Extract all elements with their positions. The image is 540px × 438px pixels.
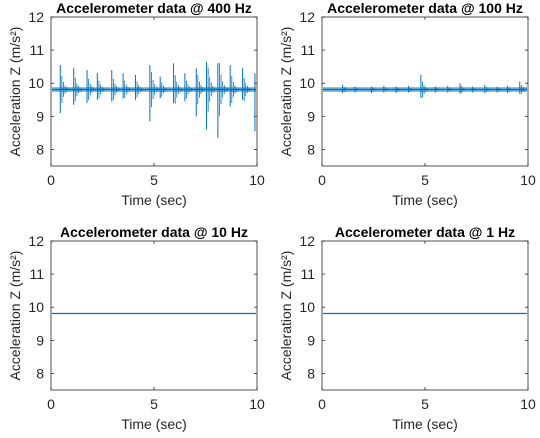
x-tick-label: 5 bbox=[150, 396, 158, 412]
y-tick-label: 8 bbox=[36, 141, 44, 157]
x-tick-label: 10 bbox=[249, 396, 265, 412]
y-tick-label: 12 bbox=[28, 233, 44, 249]
x-tick-label: 10 bbox=[520, 172, 536, 188]
y-tick-label: 12 bbox=[299, 9, 315, 25]
x-tick-label: 5 bbox=[150, 172, 158, 188]
series-noise-band bbox=[52, 87, 256, 92]
y-axis-label: Acceleration Z (m/s²) bbox=[7, 27, 23, 157]
chart-panel-1: 8 9 10 11 12 0 5 10 Accelerometer data @ 400 Hz T… bbox=[7, 0, 265, 208]
chart-title: Accelerometer data @ 100 Hz bbox=[327, 0, 523, 16]
x-axis-label: Time (sec) bbox=[392, 192, 458, 208]
y-tick-label: 10 bbox=[299, 75, 315, 91]
x-tick-label: 5 bbox=[421, 172, 429, 188]
y-tick-label: 8 bbox=[36, 365, 44, 381]
y-tick-label: 11 bbox=[29, 42, 44, 58]
x-axis-label: Time (sec) bbox=[392, 416, 458, 432]
y-tick-label: 12 bbox=[28, 9, 44, 25]
x-axis-label: Time (sec) bbox=[121, 416, 187, 432]
y-tick-label: 11 bbox=[300, 266, 315, 282]
y-tick-label: 9 bbox=[36, 108, 44, 124]
y-tick-label: 10 bbox=[299, 299, 315, 315]
plot-area bbox=[321, 240, 529, 391]
y-tick-label: 10 bbox=[28, 299, 44, 315]
y-axis-label: Acceleration Z (m/s²) bbox=[7, 251, 23, 381]
x-tick-label: 5 bbox=[421, 396, 429, 412]
y-tick-label: 12 bbox=[299, 233, 315, 249]
series-noise-band bbox=[323, 87, 527, 92]
chart-panel-4: 8 9 10 11 12 0 5 10 Accelerometer data @ 1 Hz Tim… bbox=[278, 224, 536, 432]
x-tick-label: 0 bbox=[318, 172, 326, 188]
x-tick-label: 0 bbox=[47, 396, 55, 412]
y-tick-label: 9 bbox=[36, 332, 44, 348]
chart-title: Accelerometer data @ 10 Hz bbox=[60, 224, 248, 240]
chart-title: Accelerometer data @ 1 Hz bbox=[335, 224, 515, 240]
y-tick-label: 10 bbox=[28, 75, 44, 91]
chart-panel-3: 8 9 10 11 12 0 5 10 Accelerometer data @ 10 Hz Ti… bbox=[7, 224, 265, 432]
y-tick-label: 11 bbox=[300, 42, 315, 58]
plot-area bbox=[50, 240, 258, 391]
y-tick-label: 8 bbox=[307, 365, 315, 381]
x-axis-label: Time (sec) bbox=[121, 192, 187, 208]
y-axis-label: Acceleration Z (m/s²) bbox=[278, 251, 294, 381]
x-tick-label: 0 bbox=[318, 396, 326, 412]
y-tick-label: 9 bbox=[307, 108, 315, 124]
y-tick-label: 8 bbox=[307, 141, 315, 157]
chart-panel-2: 8 9 10 11 12 0 5 10 Accelerometer data @ 100 Hz T… bbox=[278, 0, 536, 208]
y-tick-label: 11 bbox=[29, 266, 44, 282]
y-axis-label: Acceleration Z (m/s²) bbox=[278, 27, 294, 157]
x-tick-label: 10 bbox=[520, 396, 536, 412]
chart-title: Accelerometer data @ 400 Hz bbox=[56, 0, 252, 16]
y-tick-label: 9 bbox=[307, 332, 315, 348]
x-tick-label: 10 bbox=[249, 172, 265, 188]
x-tick-label: 0 bbox=[47, 172, 55, 188]
